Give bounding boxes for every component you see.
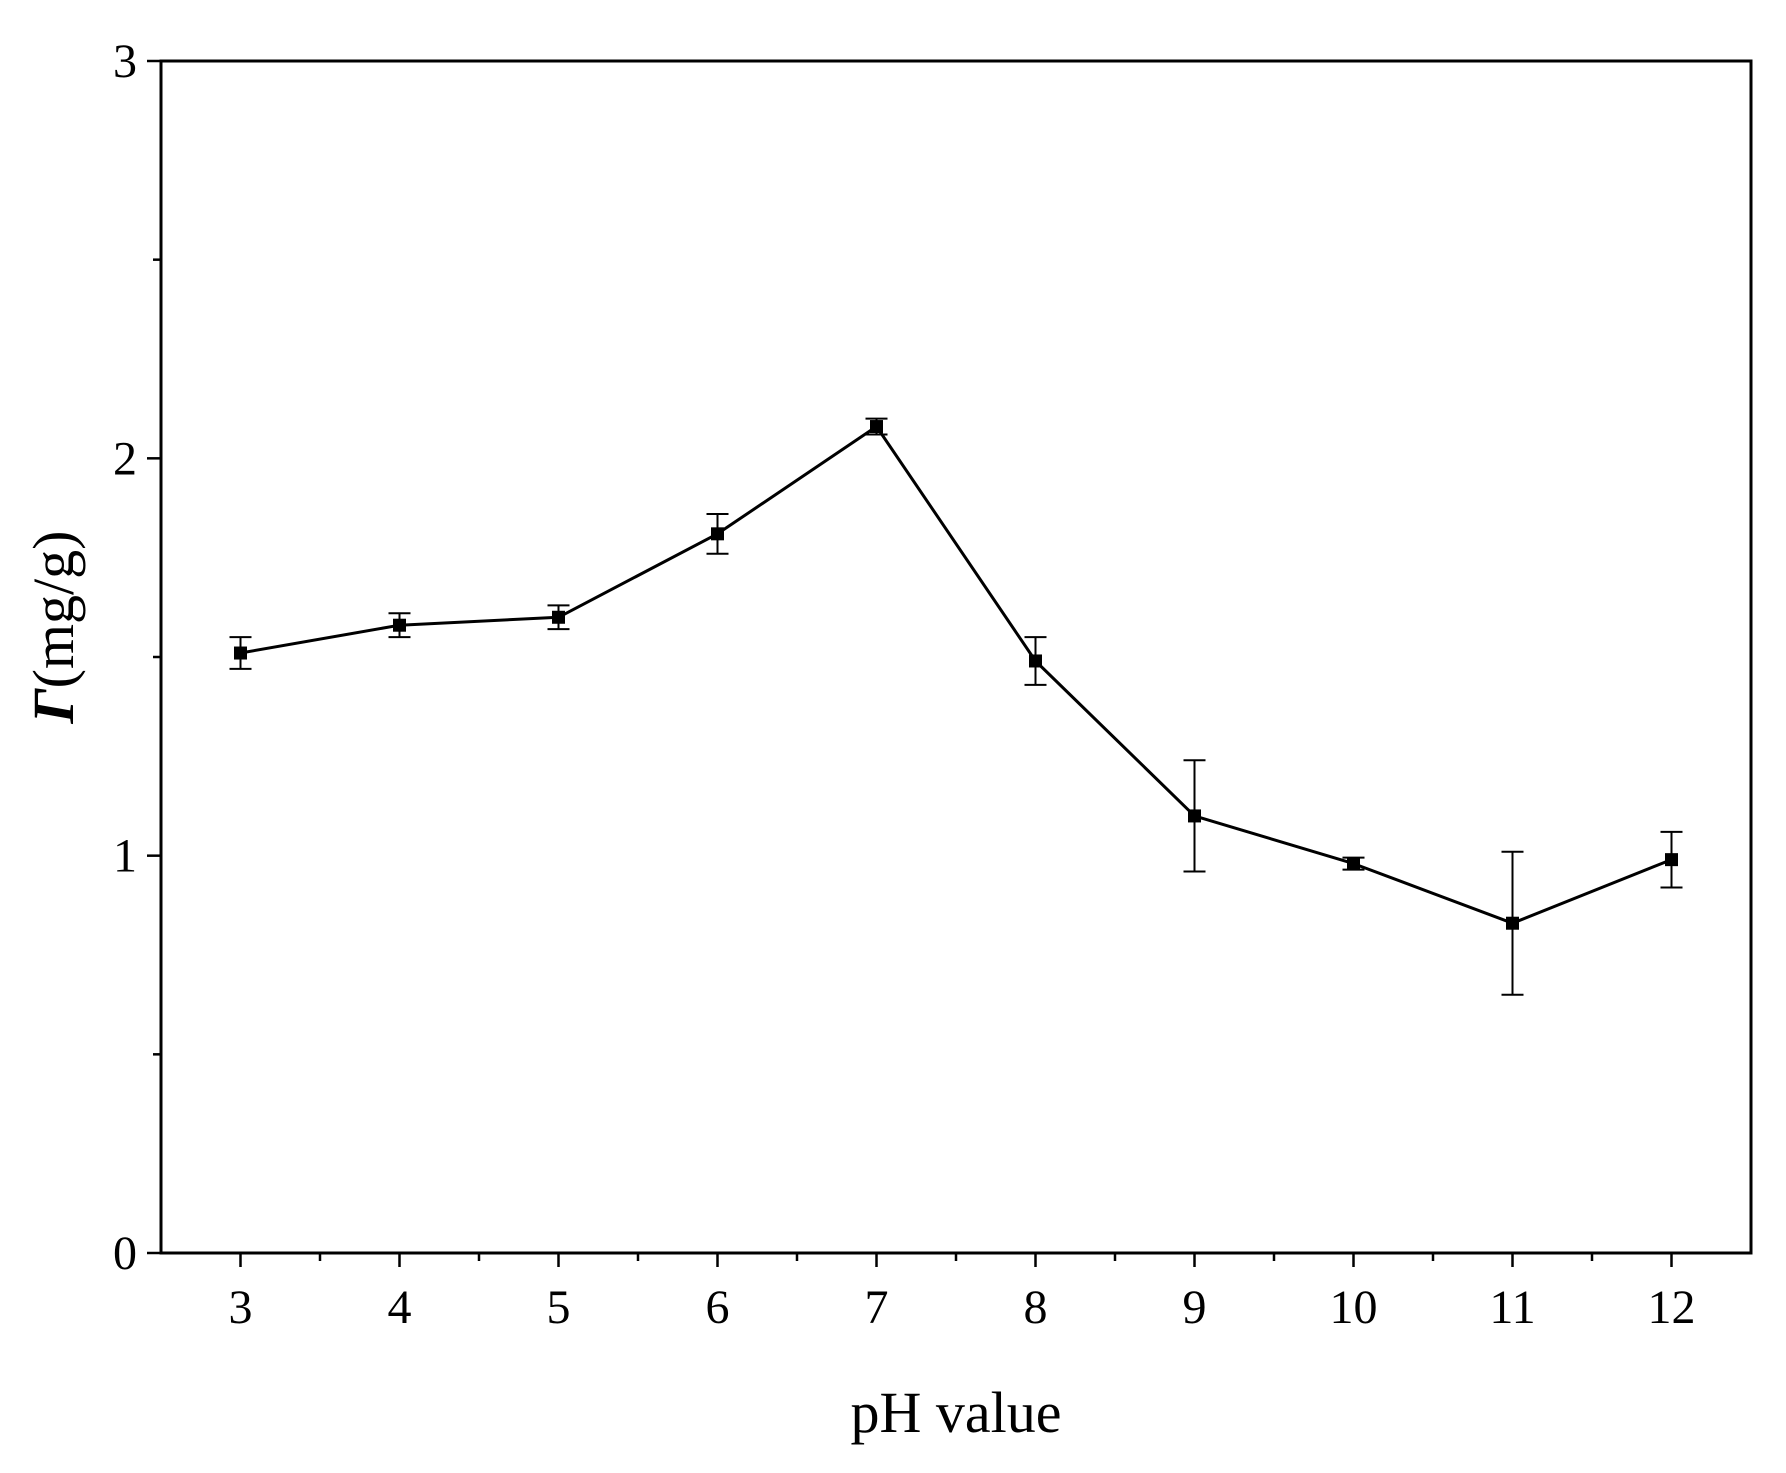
y-tick-label: 3 xyxy=(113,35,137,88)
data-point xyxy=(1506,916,1519,930)
y-tick-label: 1 xyxy=(113,830,137,883)
data-series xyxy=(229,417,1683,996)
data-point xyxy=(1665,853,1678,867)
data-point xyxy=(870,420,883,434)
x-tick-label: 6 xyxy=(706,1281,730,1334)
y-tick-label: 0 xyxy=(113,1227,137,1280)
data-point xyxy=(1188,809,1201,823)
y-axis-title-symbol: Γ xyxy=(21,687,86,724)
x-tick-label: 7 xyxy=(865,1281,889,1334)
data-point xyxy=(1029,654,1042,668)
data-point xyxy=(1347,857,1360,871)
x-tick-label: 11 xyxy=(1489,1281,1535,1334)
x-tick-label: 5 xyxy=(547,1281,571,1334)
x-axis-title: pH value xyxy=(851,1380,1062,1445)
axis-titles: pH value Γ(mg/g) xyxy=(21,531,1061,1445)
y-axis-title: Γ(mg/g) xyxy=(21,531,86,725)
y-axis-title-unit: (mg/g) xyxy=(21,531,86,689)
x-tick-label: 9 xyxy=(1183,1281,1207,1334)
x-tick-label: 12 xyxy=(1648,1281,1696,1334)
x-tick-label: 3 xyxy=(229,1281,253,1334)
axis-ticks xyxy=(147,59,1673,1267)
series-line xyxy=(240,425,1673,925)
data-point xyxy=(234,646,247,660)
data-point xyxy=(552,610,565,624)
x-tick-label: 4 xyxy=(388,1281,412,1334)
y-tick-label: 2 xyxy=(113,432,137,485)
data-point xyxy=(711,527,724,541)
data-point xyxy=(393,618,406,632)
x-tick-label: 10 xyxy=(1330,1281,1378,1334)
x-tick-label: 8 xyxy=(1024,1281,1048,1334)
